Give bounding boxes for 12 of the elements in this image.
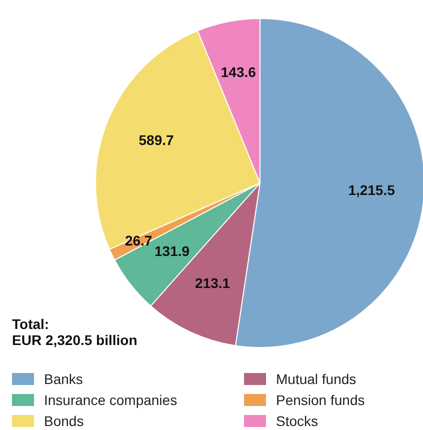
legend-label: Bonds	[43, 412, 85, 430]
data-label: 1,215.5	[348, 182, 396, 198]
legend-label: Mutual funds	[275, 370, 358, 388]
legend-label: Insurance companies	[43, 390, 178, 410]
data-label: 143.6	[220, 64, 256, 80]
data-label: 213.1	[195, 275, 230, 292]
text: Total: EUR 2,320.5 billion	[12, 316, 138, 348]
legend-label: Stocks	[275, 412, 320, 430]
legend-label: Banks	[43, 370, 84, 388]
data-label: 131.9	[154, 242, 190, 259]
data-label: 589.7	[138, 132, 174, 148]
legend-label: Pension funds	[275, 390, 366, 410]
